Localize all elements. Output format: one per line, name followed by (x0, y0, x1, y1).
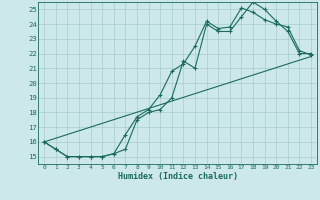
X-axis label: Humidex (Indice chaleur): Humidex (Indice chaleur) (118, 172, 238, 181)
